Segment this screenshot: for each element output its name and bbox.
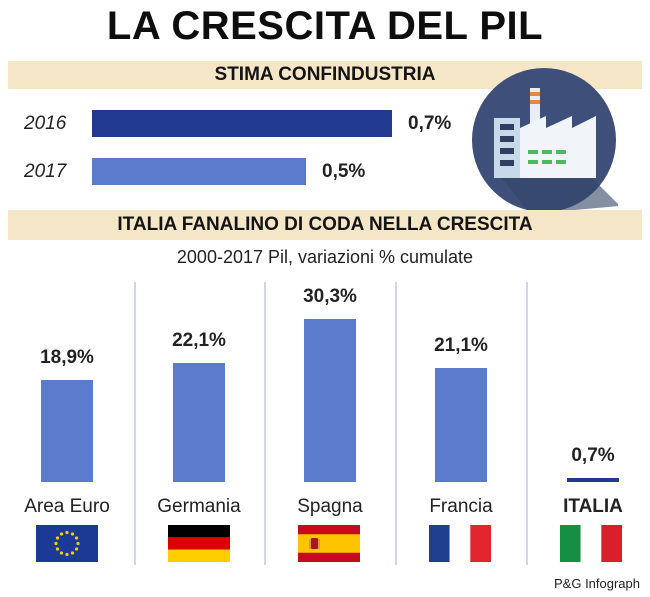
value-label: 18,9% [40,347,94,368]
eu-star [70,532,75,536]
value-label: 21,1% [434,335,488,356]
germany-flag-icon [168,525,230,562]
value-label: 22,1% [172,330,226,351]
category-label: Area Euro [24,496,110,517]
column-divider [395,282,397,565]
category-label: Germania [157,496,241,517]
eu-flag-icon [36,525,98,562]
factory-icon [472,68,618,214]
bar-2016 [92,110,392,137]
value-label: 0,5% [322,161,366,182]
bar-2017 [92,158,306,185]
value-label: 0,7% [571,445,615,466]
year-label: 2017 [24,161,67,182]
eu-star [65,552,69,557]
category-label: Spagna [297,496,363,517]
column-divider [526,282,528,565]
category-label: ITALIA [563,496,623,517]
bar-germania [173,363,225,482]
eu-star [74,547,79,551]
eu-star [76,541,80,546]
section-header-crescita: ITALIA FANALINO DI CODA NELLA CRESCITA [8,210,642,240]
bar-spagna [304,319,356,482]
eu-star [65,530,69,535]
year-label: 2016 [24,113,67,134]
value-label: 0,7% [408,113,452,134]
eu-star [59,532,64,536]
eu-star [59,551,64,555]
italy-flag-icon [560,525,622,562]
credit-text: P&G Infograph [554,576,640,591]
spain-flag-icon [298,525,360,562]
eu-star [55,547,60,551]
chart-subtitle: 2000-2017 Pil, variazioni % cumulate [176,247,474,267]
eu-star [74,536,79,540]
eu-star [70,551,75,555]
value-label: 30,3% [303,286,357,307]
bar-italia [567,478,619,482]
column-divider [134,282,136,565]
france-flag-icon [429,525,491,562]
eu-star [54,541,58,546]
category-label: Francia [429,496,493,517]
column-divider [264,282,266,565]
bar-francia [435,368,487,482]
bar-area-euro [41,380,93,482]
page-title: LA CRESCITA DEL PIL [106,4,544,48]
eu-star [55,536,60,540]
